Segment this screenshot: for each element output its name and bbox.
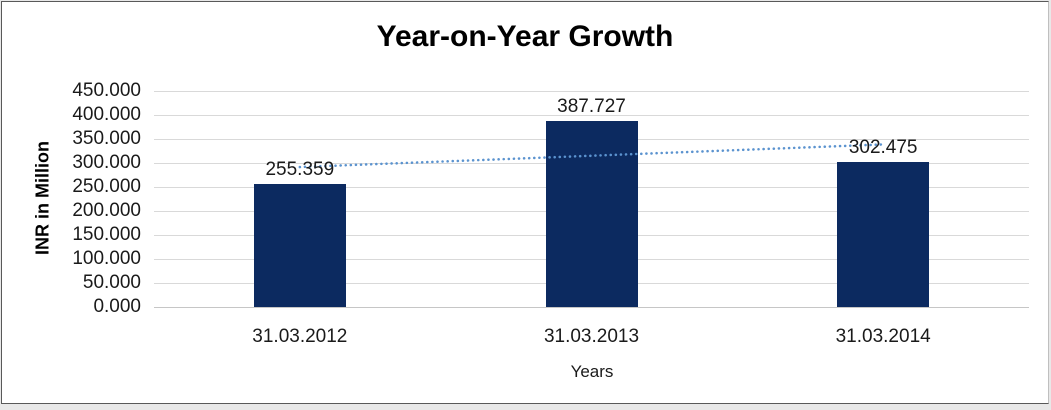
y-tick-label: 50.000 [82,272,141,293]
x-axis-title: Years [570,362,614,381]
y-tick-label: 0.000 [93,296,141,317]
y-tick-label: 200.000 [72,200,141,221]
x-tick-label: 31.03.2012 [252,326,348,347]
bar-value-label: 255.359 [265,159,335,181]
y-tick-label: 400.000 [72,104,141,125]
chart-title: Year-on-Year Growth [376,20,674,53]
bar-value-label: 302.475 [848,136,918,158]
y-tick-label: 100.000 [72,248,141,269]
gridline [154,91,1029,92]
y-tick-label: 300.000 [72,152,141,173]
y-tick-label: 150.000 [72,224,141,245]
bar-31.03.2012 [253,184,346,307]
x-tick-label: 31.03.2014 [835,326,931,347]
x-tick-label: 31.03.2013 [543,326,640,347]
gridline [154,115,1029,116]
x-axis-line [154,307,1029,308]
bar-31.03.2013 [545,120,638,307]
plot-area: 255.359 387.727 302.475 [154,91,1029,308]
bar-31.03.2014 [837,161,930,307]
y-tick-label: 350.000 [72,128,141,149]
trendline [298,143,885,169]
bar-value-label: 387.727 [557,95,626,117]
y-tick-label: 250.000 [72,176,141,197]
y-tick-label: 450.000 [72,80,141,101]
